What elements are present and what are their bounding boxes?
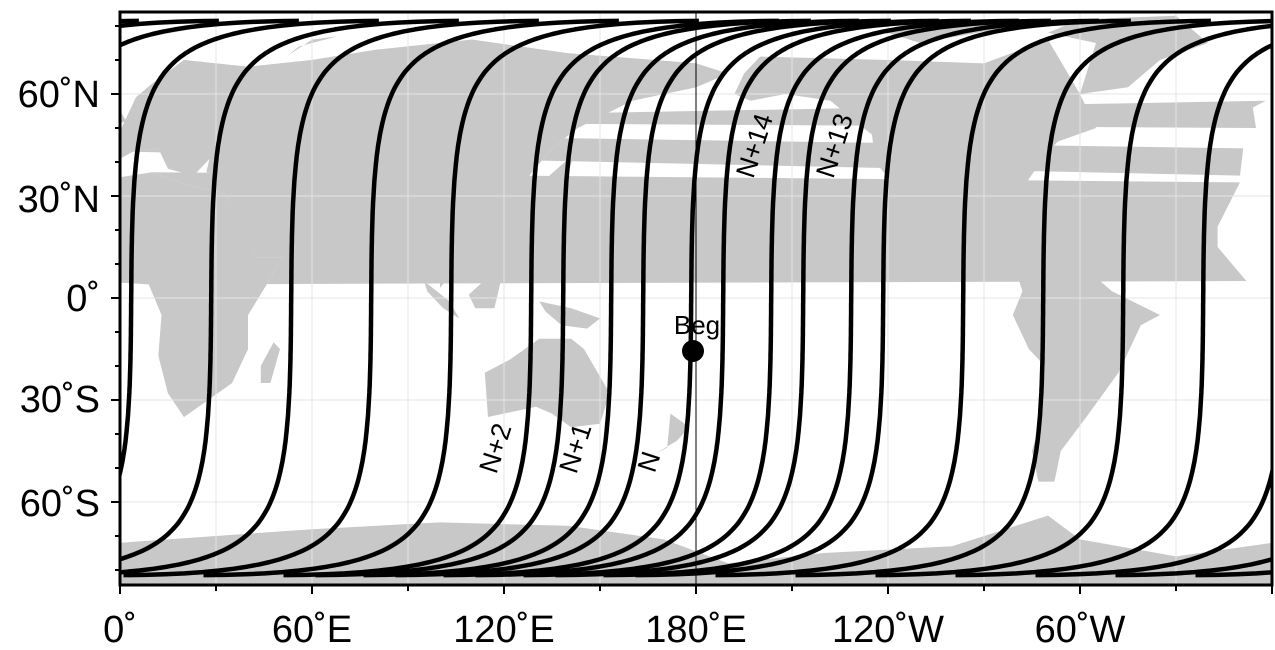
lon-label-120e: 120˚E	[453, 609, 554, 650]
start-label: Beg	[674, 310, 720, 340]
ground-track	[443, 18, 939, 578]
land-africa-wrap	[120, 172, 284, 417]
ground-track	[120, 18, 459, 562]
land-africa	[148, 172, 1247, 417]
lon-label-60e: 60˚E	[272, 609, 352, 650]
land-australia	[484, 338, 610, 428]
lon-label-60w: 60˚W	[1035, 609, 1126, 650]
start-point	[682, 340, 704, 362]
start-marker: Beg	[674, 310, 720, 362]
ground-track	[1035, 462, 1272, 578]
lon-label-180e: 180˚E	[645, 609, 746, 650]
axis-ticks	[111, 25, 1273, 594]
ground-track	[123, 18, 619, 578]
ground-track	[203, 18, 699, 578]
lon-label-120w: 120˚W	[832, 609, 944, 650]
ground-track	[395, 18, 891, 578]
land-new-zealand	[654, 413, 690, 455]
land-greenland	[1048, 15, 1208, 94]
ground-tracks	[120, 18, 1272, 578]
ground-track	[315, 18, 811, 578]
land-new-guinea	[539, 301, 600, 329]
ground-track	[955, 42, 1272, 578]
lat-label-0: 0˚	[66, 278, 100, 320]
ground-track	[603, 18, 1099, 578]
lat-label-30n: 30˚N	[18, 179, 100, 221]
ground-track	[795, 18, 1272, 578]
lat-label-30s: 30˚S	[20, 379, 100, 421]
ground-track	[120, 18, 539, 575]
lat-label-60n: 60˚N	[18, 74, 100, 116]
land-arabia	[232, 199, 309, 254]
ground-track	[120, 18, 379, 483]
lon-label-0: 0˚	[103, 609, 137, 650]
land-madagascar	[260, 342, 280, 383]
graticule	[120, 12, 1272, 585]
ground-track	[363, 18, 859, 578]
ground-track	[555, 18, 1051, 578]
land-japan	[536, 145, 575, 193]
land-svalbard	[152, 26, 210, 37]
land-borneo	[468, 274, 501, 309]
longitude-labels: 0˚ 60˚E 120˚E 180˚E 120˚W 60˚W	[103, 609, 1125, 650]
ground-track	[715, 18, 1211, 578]
ground-track	[283, 18, 779, 578]
ground-track	[523, 18, 1019, 578]
ground-track	[635, 18, 1131, 578]
ground-track	[475, 18, 971, 578]
land-europe-asia-wrap	[120, 39, 728, 288]
lat-label-60s: 60˚S	[20, 483, 100, 525]
ground-track	[875, 23, 1272, 578]
latitude-labels: 60˚N 30˚N 0˚ 30˚S 60˚S	[18, 74, 100, 525]
land-uk-wrap	[120, 111, 127, 124]
